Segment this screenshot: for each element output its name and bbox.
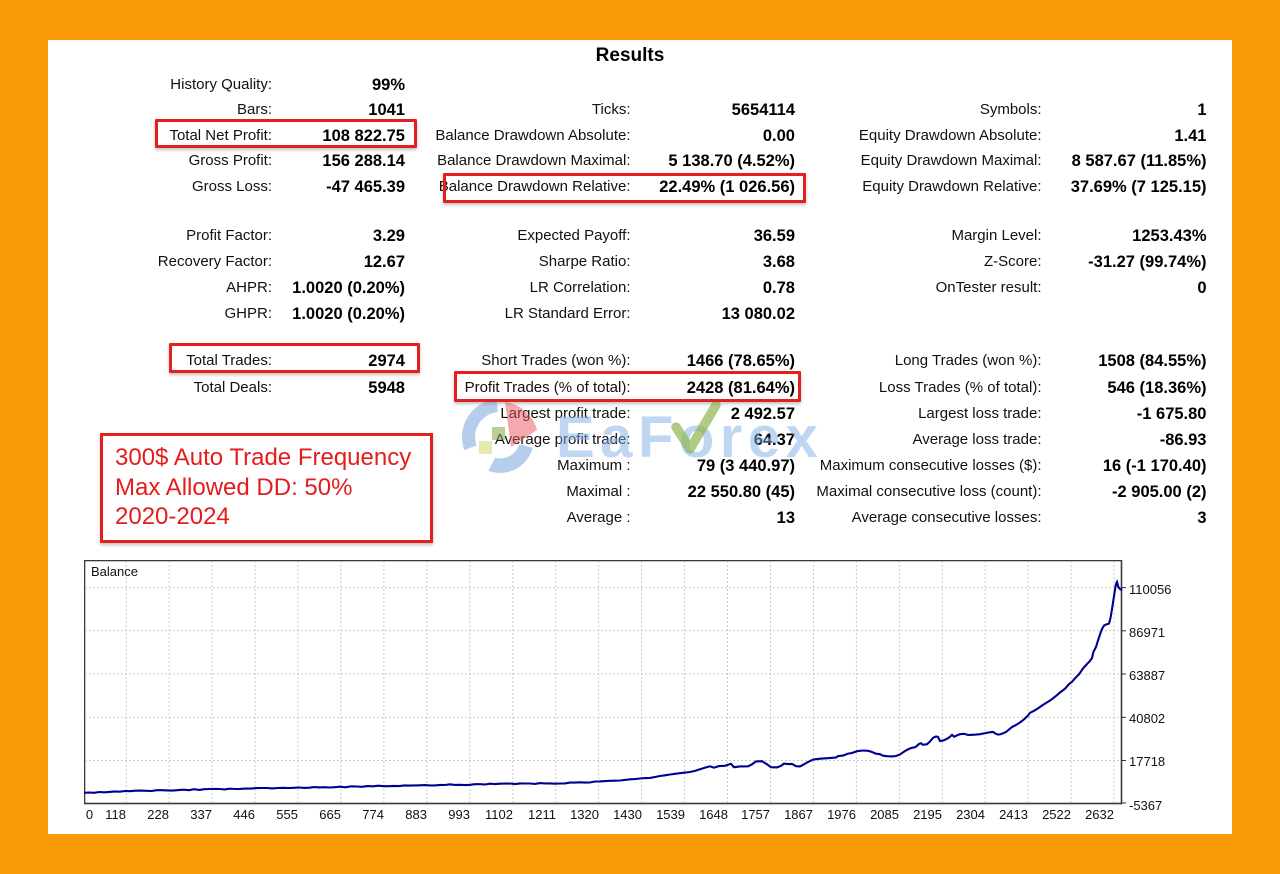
svg-text:Balance: Balance bbox=[91, 564, 138, 579]
svg-text:EaForex: EaForex bbox=[556, 405, 823, 470]
